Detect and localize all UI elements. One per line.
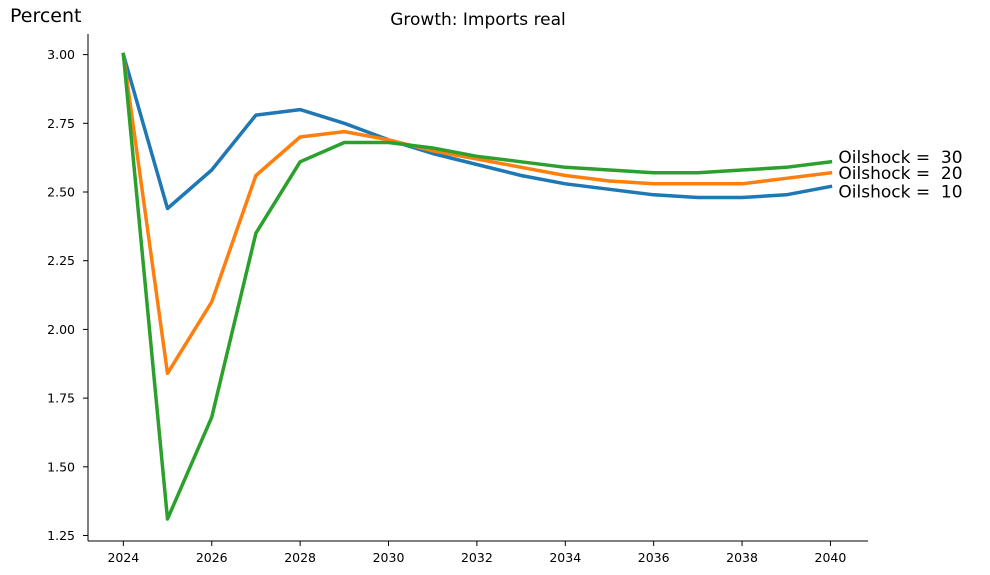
y-axis-label: Percent bbox=[10, 5, 82, 27]
x-tick-label: 2026 bbox=[196, 550, 228, 565]
y-tick-label: 2.50 bbox=[47, 185, 75, 200]
x-tick-label: 2040 bbox=[815, 550, 847, 565]
y-tick-label: 1.50 bbox=[47, 459, 75, 474]
axes: 1.25 1.50 1.75 2.00 2.25 2.50 2.75 3.00 2024 2026… bbox=[47, 34, 868, 565]
x-tick-label: 2032 bbox=[461, 550, 493, 565]
series-line bbox=[121, 52, 833, 211]
series-line bbox=[121, 52, 833, 376]
x-tick-label: 2024 bbox=[107, 550, 139, 565]
x-tick-label: 2034 bbox=[549, 550, 581, 565]
y-tick-label: 2.00 bbox=[47, 322, 75, 337]
chart-title: Growth: Imports real bbox=[390, 10, 566, 30]
y-tick-label: 1.75 bbox=[47, 391, 75, 406]
x-tick-label: 2030 bbox=[373, 550, 405, 565]
y-tick-label: 2.75 bbox=[47, 116, 75, 131]
series-label: Oilshock = 10 bbox=[838, 183, 962, 203]
y-tick-label: 2.25 bbox=[47, 253, 75, 268]
series-label: Oilshock = 20 bbox=[838, 164, 962, 184]
series-lines bbox=[121, 52, 833, 521]
y-tick-label: 3.00 bbox=[47, 47, 75, 62]
x-tick-label: 2028 bbox=[284, 550, 316, 565]
series-label: Oilshock = 30 bbox=[838, 148, 962, 168]
series-line bbox=[121, 52, 833, 521]
x-tick-label: 2038 bbox=[726, 550, 758, 565]
y-tick-label: 1.25 bbox=[47, 528, 75, 543]
x-tick-label: 2036 bbox=[638, 550, 670, 565]
